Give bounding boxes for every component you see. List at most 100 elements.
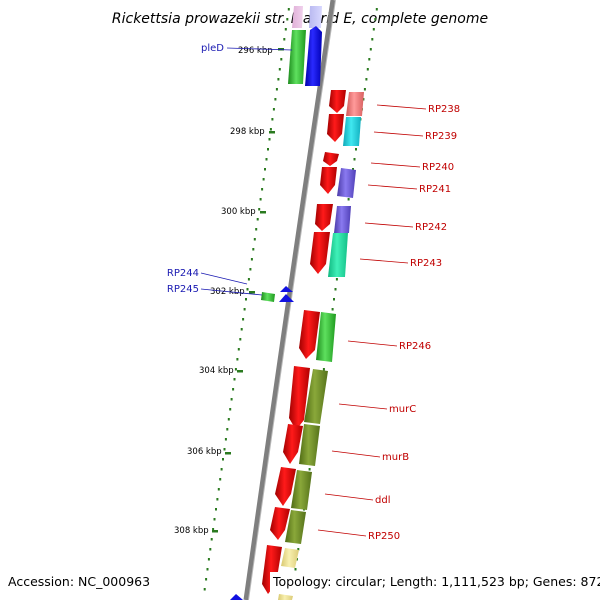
left-track-dot-9: [274, 98, 277, 101]
left-track-dot-57: [205, 578, 208, 581]
feature-yellow-bottom: [281, 548, 299, 568]
left-track-dot-54: [209, 548, 212, 551]
feature-murC-red: [289, 366, 310, 430]
left-track-dot-6: [278, 68, 281, 71]
leader-RP241: [367, 184, 418, 190]
tick-label-298: 298 kbp: [230, 127, 265, 137]
feature-RP241-red: [320, 167, 337, 194]
left-track-dot-14: [267, 148, 269, 151]
left-track-dot-26: [249, 268, 252, 271]
minus-strand-labels: RP238 RP239 RP240 RP241 RP242 RP243 RP24…: [317, 104, 460, 542]
right-track-dot-7: [365, 78, 368, 81]
left-track-dot-19: [259, 198, 262, 201]
leader-RP244: [200, 272, 248, 285]
accession-text: Accession: NC_000963: [8, 574, 150, 589]
left-track-dot-23: [253, 238, 256, 241]
left-track-dot-29: [245, 298, 247, 301]
leader-RP250: [317, 529, 367, 537]
left-track-dot-47: [219, 478, 222, 481]
feature-RP250-red: [270, 507, 290, 540]
left-track-dot-37: [233, 378, 236, 381]
feature-blue-pleD: [305, 26, 322, 86]
right-track-dot-29: [333, 298, 335, 301]
left-track-dot-15: [265, 158, 268, 161]
gene-label-RP244: RP244: [167, 268, 199, 279]
left-track-dot-45: [222, 458, 224, 461]
tick-mark-296: [278, 48, 284, 51]
left-track-dot-13: [268, 138, 271, 141]
right-track-dot-36: [322, 368, 325, 371]
feature-lavender-top: [309, 6, 322, 28]
tick-mark-308: [212, 530, 218, 533]
left-track-dot-44: [223, 448, 226, 451]
gene-label-RP241: RP241: [419, 184, 451, 195]
left-track-dot-22: [255, 228, 258, 231]
right-track-dot-8: [363, 88, 366, 91]
feature-RP246-green: [316, 312, 336, 362]
leader-ddl: [324, 493, 374, 501]
left-track-dot-1: [286, 18, 289, 21]
feature-green-pleD: [288, 30, 306, 84]
gene-label-pleD: pleD: [201, 43, 224, 54]
left-track-dot-50: [215, 508, 217, 511]
feature-RP246-red: [299, 310, 320, 359]
left-track-dot-31: [242, 318, 245, 321]
left-track-dot-55: [207, 558, 210, 561]
left-track-dot-38: [232, 388, 235, 391]
feature-RP242-purple: [334, 206, 351, 233]
right-track-dot-28: [334, 288, 337, 291]
gene-label-RP246: RP246: [399, 341, 431, 352]
right-track-dot-54: [297, 548, 300, 551]
right-track-dot-56: [294, 568, 297, 571]
left-track-dot-58: [203, 588, 206, 591]
right-track-dot-2: [372, 28, 375, 31]
right-track-dot-4: [369, 48, 372, 51]
leader-RP246: [347, 340, 398, 347]
feature-pink-top: [292, 6, 303, 28]
tick-label-308: 308 kbp: [174, 526, 209, 536]
left-track-dot-46: [220, 468, 223, 471]
right-track-dot-46: [308, 468, 311, 471]
left-track-dot-0: [287, 8, 290, 11]
gene-label-RP242: RP242: [415, 222, 447, 233]
left-track-dot-51: [213, 518, 216, 521]
left-track-dot-17: [262, 178, 265, 181]
leader-RP245: [200, 288, 263, 296]
feature-RP239-red: [327, 114, 344, 142]
left-track-dot-27: [247, 278, 250, 281]
right-track-dot-14: [355, 148, 357, 151]
tick-label-306: 306 kbp: [187, 447, 222, 457]
left-track-dot-40: [229, 408, 232, 411]
right-track-dot-9: [362, 98, 365, 101]
right-track-dot-0: [375, 8, 378, 11]
left-track-dot-11: [271, 118, 274, 121]
footer-topology-bg: [270, 572, 600, 592]
gene-label-RP243: RP243: [410, 258, 442, 269]
left-track-dot-8: [275, 88, 278, 91]
topology-text: Topology: circular; Length: 1,111,523 bp…: [272, 574, 600, 589]
tick-label-296: 296 kbp: [238, 46, 273, 56]
gene-label-RP240: RP240: [422, 162, 454, 173]
tick-mark-298: [269, 131, 275, 134]
left-track-dot-39: [230, 398, 233, 401]
feature-blue-RP244: [280, 286, 293, 292]
feature-ddl-olive: [291, 470, 312, 510]
left-track-dot-41: [227, 418, 230, 421]
feature-blue-RP245: [279, 294, 294, 302]
left-track-dot-48: [217, 488, 220, 491]
plus-strand-features: [230, 6, 322, 600]
tick-label-300: 300 kbp: [221, 207, 256, 217]
feature-green-RP245: [261, 292, 275, 302]
left-track-dot-5: [280, 58, 283, 61]
right-track-dot-19: [347, 198, 350, 201]
tick-mark-304: [237, 370, 243, 373]
minus-strand-features: [262, 90, 364, 600]
left-track-dot-10: [272, 108, 275, 111]
feature-RP243-teal: [328, 233, 348, 277]
tick-label-304: 304 kbp: [199, 366, 234, 376]
gene-label-RP239: RP239: [425, 131, 457, 142]
left-track-dot-34: [237, 348, 240, 351]
feature-RP243-red: [310, 232, 330, 274]
right-track-dot-3: [371, 38, 374, 41]
